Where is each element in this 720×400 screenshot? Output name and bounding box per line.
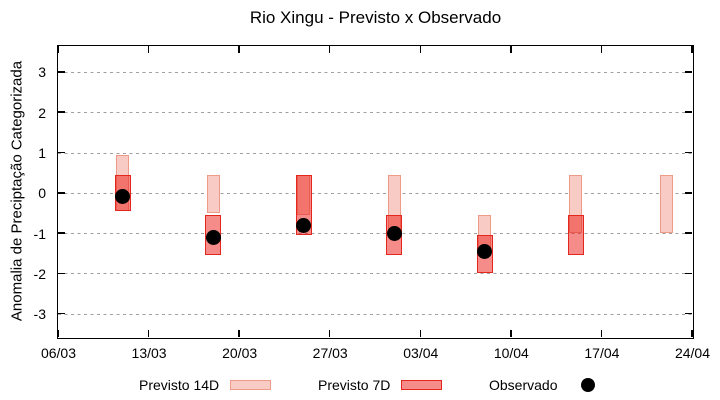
y-tick-left <box>58 151 65 154</box>
legend-label-previsto-7d: Previsto 7D <box>318 377 391 393</box>
y-tick-label: -2 <box>33 265 46 282</box>
y-tick-left <box>58 111 65 113</box>
y-tick-right <box>685 71 692 73</box>
x-tick-top <box>57 46 59 53</box>
chart-title: Rio Xingu - Previsto x Observado <box>249 8 502 27</box>
y-tick-label: -3 <box>33 306 46 323</box>
x-tick-top <box>510 46 512 53</box>
y-tick-right <box>685 312 692 315</box>
x-tick-top <box>691 46 693 53</box>
x-tick-label: 17/04 <box>584 345 620 361</box>
y-tick-left <box>58 232 65 234</box>
observado-point <box>296 217 312 233</box>
x-tick-bottom <box>238 330 240 337</box>
x-tick-bottom <box>510 330 512 337</box>
y-gridline <box>58 313 693 315</box>
x-tick-label: 03/04 <box>403 345 439 361</box>
y-tick-label: 1 <box>38 145 46 161</box>
observado-swatch-icon <box>581 378 596 392</box>
x-tick-top <box>328 46 331 53</box>
y-gridline <box>58 112 693 114</box>
x-tick-bottom <box>419 330 422 337</box>
x-tick-top <box>238 46 240 53</box>
x-tick-label: 24/04 <box>674 345 711 361</box>
x-tick-top <box>147 46 150 53</box>
y-tick-left <box>58 192 65 194</box>
x-tick-top <box>419 46 422 53</box>
y-tick-right <box>685 232 692 234</box>
y-tick-right <box>685 111 692 113</box>
x-tick-label: 06/03 <box>40 345 77 361</box>
y-tick-label: -1 <box>33 225 46 242</box>
legend-label-observado: Observado <box>489 377 558 393</box>
y-tick-right <box>685 151 692 154</box>
x-tick-label: 13/03 <box>131 345 167 361</box>
x-tick-bottom <box>57 330 59 337</box>
legend-item-previsto-14d: Previsto 14D <box>139 377 272 393</box>
x-tick-label: 10/04 <box>493 345 529 361</box>
y-tick-right <box>685 272 692 275</box>
y-gridline <box>58 71 693 73</box>
x-tick-top <box>600 46 603 53</box>
previsto-14d-bar <box>206 174 220 213</box>
x-tick-bottom <box>600 330 603 337</box>
observado-point <box>477 243 493 259</box>
x-tick-bottom <box>147 330 150 337</box>
y-gridline <box>58 192 693 194</box>
x-tick-bottom <box>328 330 331 337</box>
previsto-14d-swatch-icon <box>230 380 272 390</box>
legend-label-previsto-14d: Previsto 14D <box>139 377 220 393</box>
legend-item-previsto-7d: Previsto 7D <box>318 377 443 393</box>
x-tick-label: 20/03 <box>222 345 258 361</box>
observado-point <box>386 225 402 241</box>
y-tick-right <box>685 192 692 194</box>
y-gridline <box>58 273 693 275</box>
previsto-14d-bar <box>659 174 673 234</box>
observado-point <box>115 189 131 205</box>
y-tick-left <box>58 272 65 275</box>
y-gridline <box>58 233 693 235</box>
y-gridline <box>58 152 693 154</box>
x-tick-label: 27/03 <box>312 345 348 361</box>
observado-point <box>205 229 221 245</box>
previsto-7d-bar <box>567 214 584 256</box>
y-tick-left <box>58 312 65 315</box>
y-tick-label: 3 <box>38 64 46 81</box>
y-tick-label: 0 <box>38 185 46 202</box>
x-tick-bottom <box>691 330 693 337</box>
y-tick-label: 2 <box>38 104 46 121</box>
previsto-7d-swatch-icon <box>401 380 443 390</box>
legend-item-observado: Observado <box>489 377 596 393</box>
y-tick-left <box>58 71 65 73</box>
plot-area <box>57 45 694 339</box>
